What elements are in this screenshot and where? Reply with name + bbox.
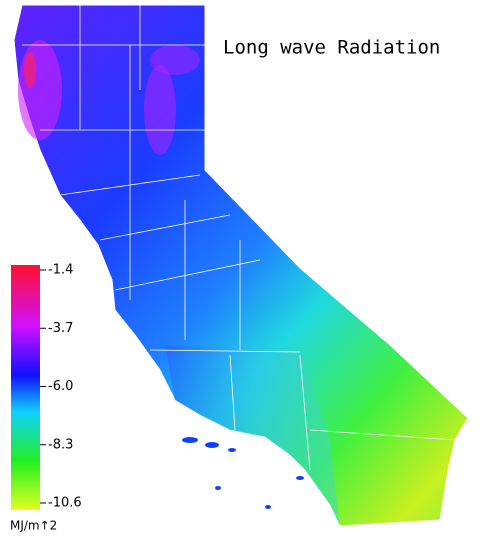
tick-label: -1.4 [48, 263, 73, 278]
tick-label: -6.0 [48, 379, 73, 394]
tick-label: -8.3 [48, 437, 73, 452]
colorbar [11, 265, 40, 510]
high-zone [144, 65, 176, 155]
tick-label: -10.6 [48, 496, 82, 511]
colorbar-unit: MJ/m↑2 [10, 519, 57, 533]
county-lines [22, 5, 456, 471]
islands [182, 437, 304, 509]
tick-label: -3.7 [48, 321, 73, 336]
colorbar-ticks: -1.4 -3.7 -6.0 -8.3 -10.6 [40, 263, 82, 511]
high-zone [150, 45, 200, 75]
map-title: Long wave Radiation [223, 37, 440, 59]
high-zone [18, 40, 62, 140]
california [13, 4, 469, 527]
state-shape [13, 4, 469, 527]
high-zone [24, 52, 36, 88]
south-region [165, 345, 340, 526]
